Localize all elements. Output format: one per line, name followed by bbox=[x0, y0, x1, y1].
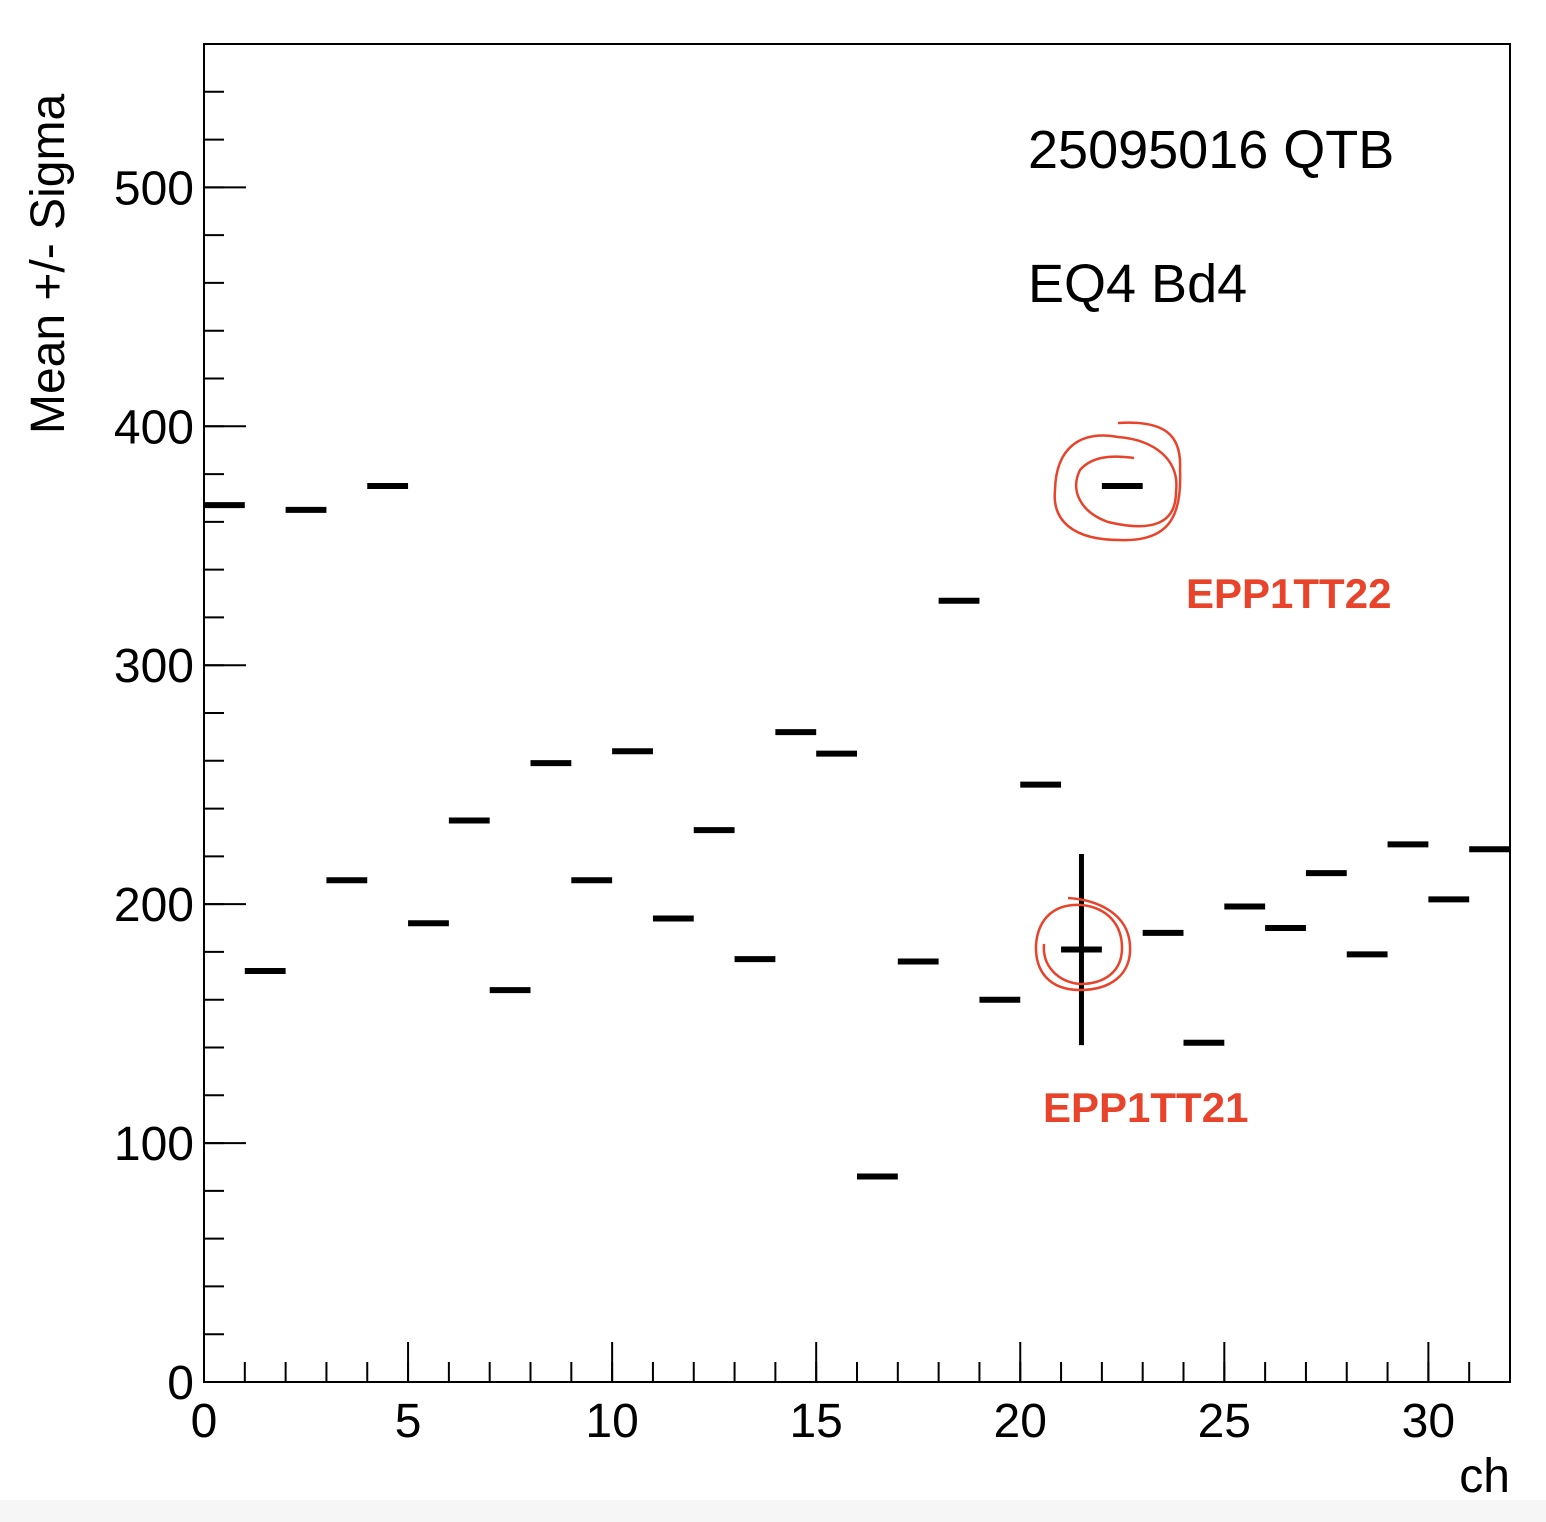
y-tick-label: 400 bbox=[114, 401, 194, 454]
y-axis-label: Mean +/- Sigma bbox=[22, 94, 75, 434]
x-tick-label: 20 bbox=[994, 1395, 1047, 1448]
y-axis-ticks: 0 100 200 300 400 500 bbox=[114, 43, 246, 1410]
annotation-run: 25095016 QTB bbox=[1028, 120, 1394, 180]
x-tick-label: 0 bbox=[191, 1395, 218, 1448]
highlight-label-epp1tt22: EPP1TT22 bbox=[1186, 570, 1391, 617]
y-tick-label: 200 bbox=[114, 879, 194, 932]
plot-frame bbox=[203, 43, 1511, 1383]
x-axis-label: ch bbox=[1459, 1450, 1510, 1500]
y-tick-label: 500 bbox=[114, 162, 194, 215]
y-tick-label: 300 bbox=[114, 640, 194, 693]
y-tick-label: 100 bbox=[114, 1118, 194, 1171]
y-tick-label: 0 bbox=[167, 1357, 194, 1410]
x-tick-label: 25 bbox=[1198, 1395, 1251, 1448]
x-axis-ticks: 0 5 10 15 20 25 30 bbox=[191, 1342, 1511, 1448]
highlight-circle-ch21 bbox=[1034, 896, 1132, 992]
annotation-board: EQ4 Bd4 bbox=[1028, 254, 1247, 314]
data-marks bbox=[204, 483, 1510, 1180]
x-tick-label: 30 bbox=[1402, 1395, 1455, 1448]
x-tick-label: 15 bbox=[789, 1395, 842, 1448]
x-tick-label: 5 bbox=[395, 1395, 422, 1448]
highlight-circle-ch22 bbox=[1053, 421, 1182, 542]
highlight-label-epp1tt21: EPP1TT21 bbox=[1043, 1084, 1248, 1131]
x-tick-label: 10 bbox=[585, 1395, 638, 1448]
